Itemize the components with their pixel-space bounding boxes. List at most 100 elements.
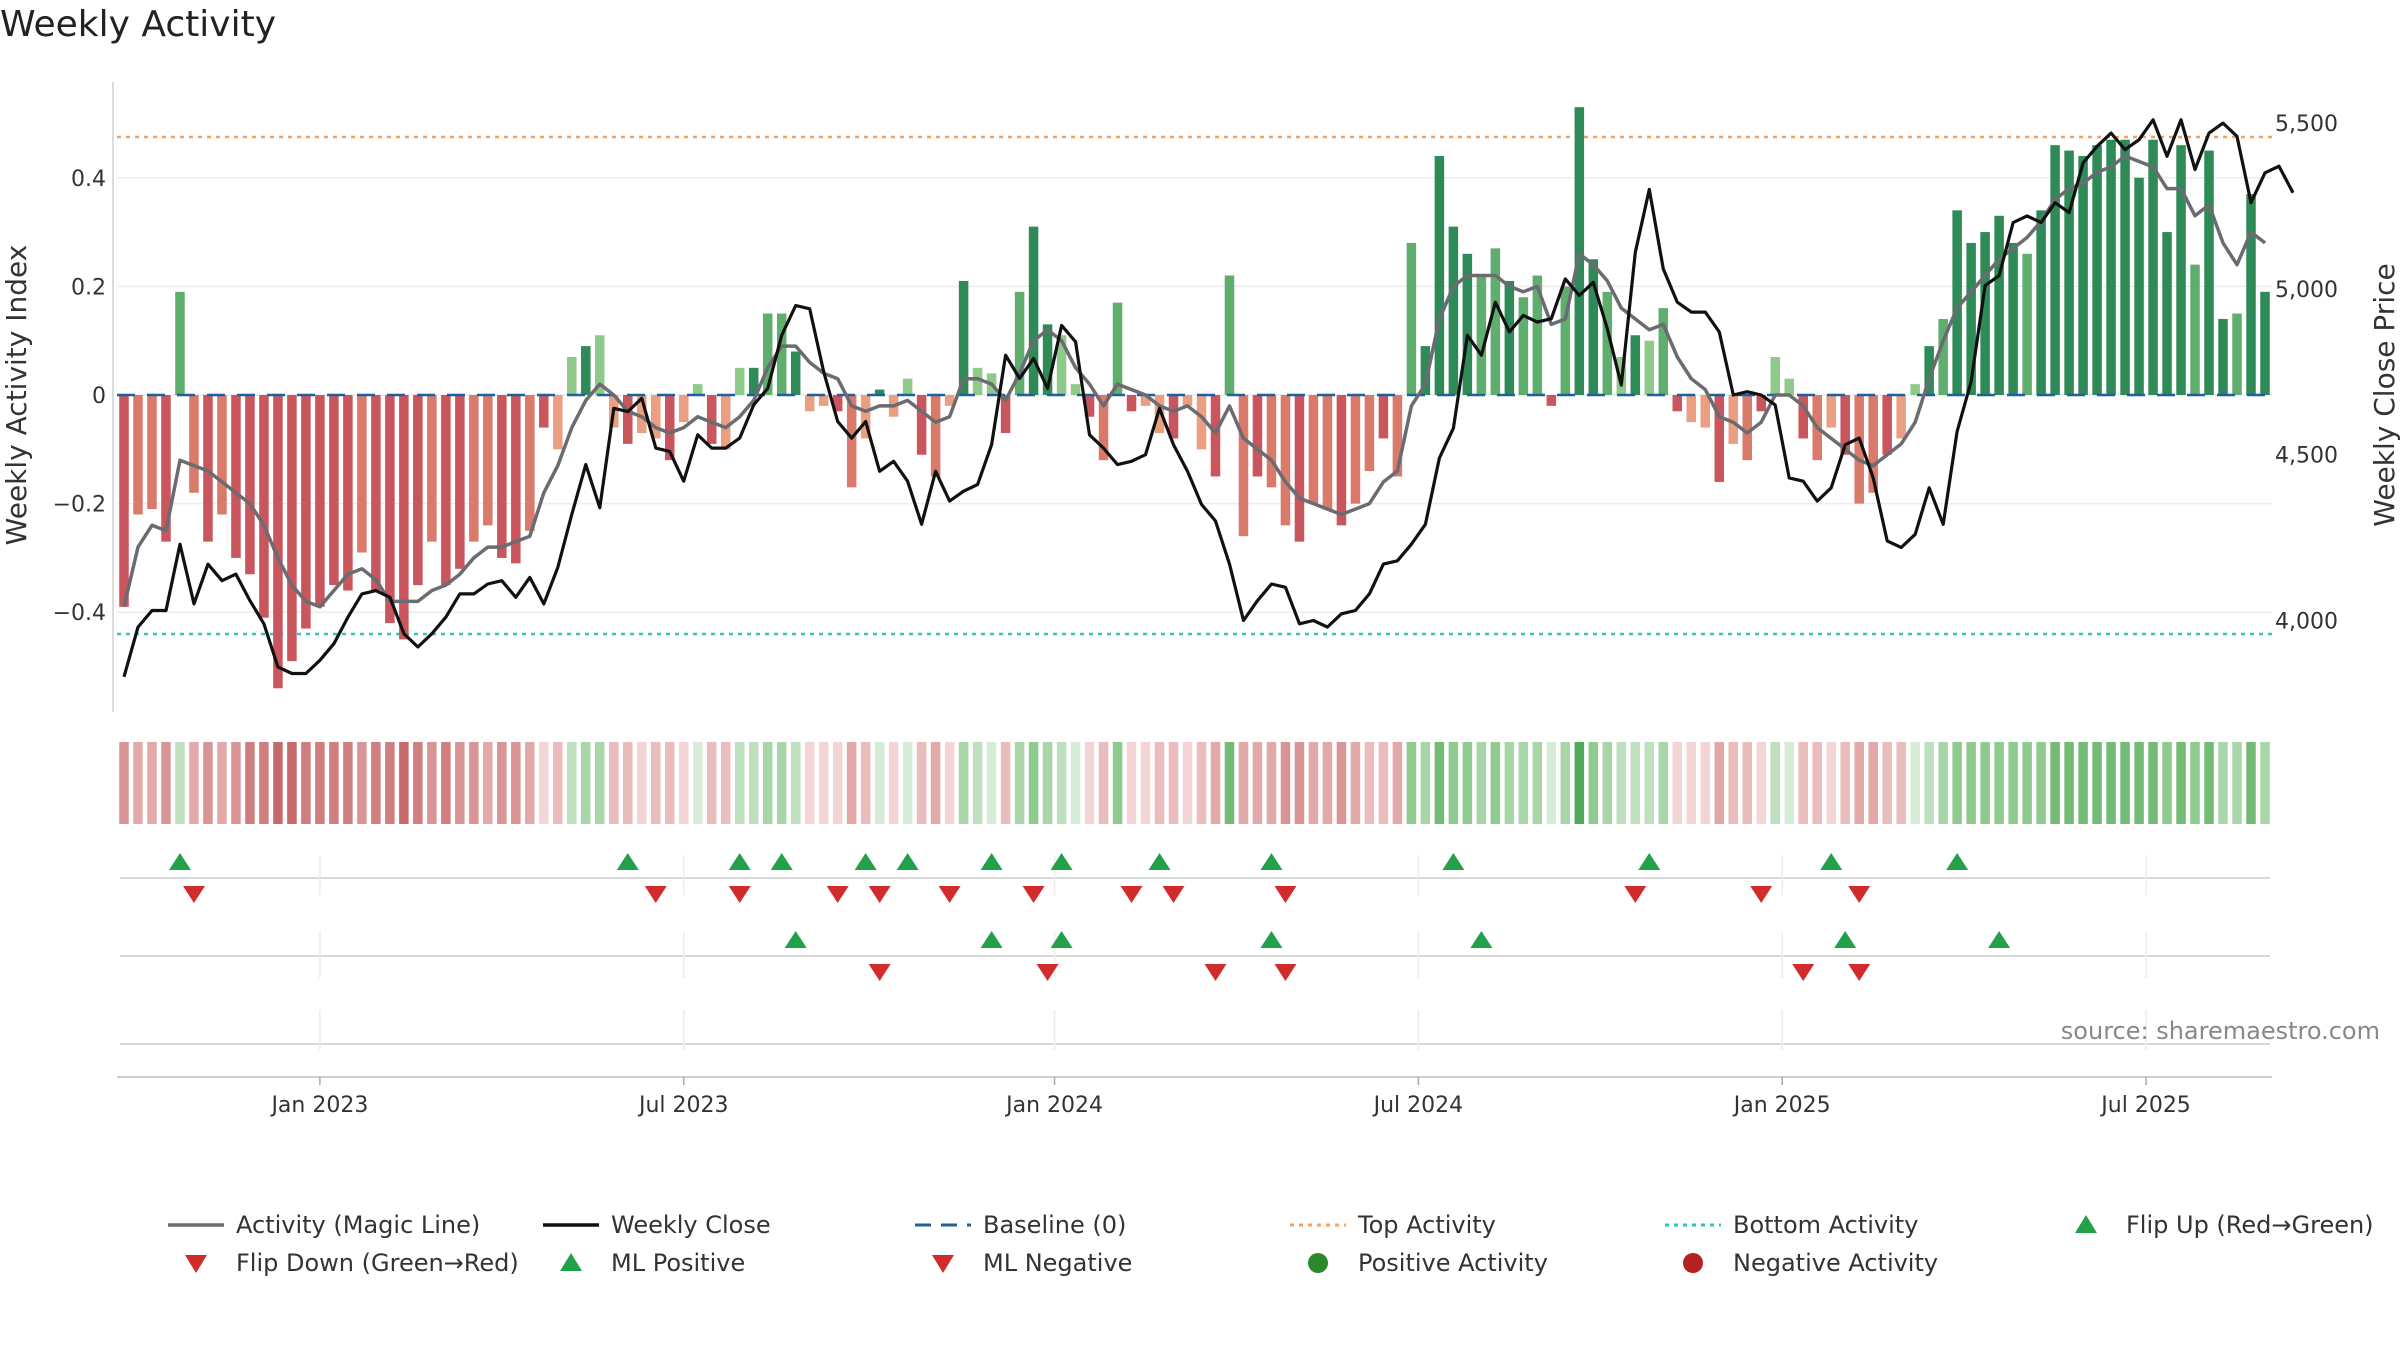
heat-cell xyxy=(1196,742,1207,824)
activity-bar xyxy=(2078,156,2088,395)
activity-bar xyxy=(1210,395,1221,477)
heat-cell xyxy=(1490,742,1501,824)
heat-cell xyxy=(636,742,647,824)
heat-cell xyxy=(315,742,325,824)
heat-cell xyxy=(1070,742,1081,824)
activity-bar xyxy=(790,351,801,395)
heat-cell xyxy=(1462,742,1473,824)
ml-negative-marker xyxy=(868,964,891,981)
activity-bar xyxy=(1350,395,1361,504)
activity-bar xyxy=(1882,395,1892,455)
activity-bar xyxy=(1336,395,1347,526)
heat-cell xyxy=(329,742,339,824)
heat-cell xyxy=(818,742,829,824)
legend-label: Positive Activity xyxy=(1358,1249,1548,1277)
activity-bar xyxy=(2204,150,2214,395)
flip-down-marker xyxy=(1120,886,1143,903)
heat-cell xyxy=(734,742,745,824)
x-tick-label: Jan 2024 xyxy=(1004,1093,1103,1118)
activity-bar xyxy=(1224,275,1235,395)
legend-item: ML Negative xyxy=(932,1249,1132,1277)
heat-cell xyxy=(2050,742,2060,824)
heat-cell xyxy=(1378,742,1389,824)
flip-up-marker xyxy=(896,853,919,870)
heat-cell xyxy=(986,742,997,824)
heat-cell xyxy=(147,742,157,824)
activity-bar xyxy=(1588,259,1599,395)
heat-cell xyxy=(385,742,395,824)
activity-bar xyxy=(581,346,591,395)
activity-bar xyxy=(1938,318,1948,395)
activity-bar xyxy=(245,395,255,575)
activity-bar xyxy=(1952,210,1962,395)
activity-bar xyxy=(469,395,479,542)
activity-bar xyxy=(832,395,843,412)
heat-cell xyxy=(469,742,479,824)
heat-cell xyxy=(1560,742,1571,824)
heat-cell xyxy=(776,742,787,824)
x-axis: Jan 2023 Jul 2023 Jan 2024 Jul 2024 Jan 2025… xyxy=(117,1076,2272,1118)
legend-item: Flip Up (Red→Green) xyxy=(2075,1211,2374,1239)
activity-bar xyxy=(860,395,871,439)
heat-cell xyxy=(2204,742,2214,824)
activity-bar xyxy=(455,395,465,569)
y-tick-label: 0.2 xyxy=(71,275,106,300)
ml-positive-marker xyxy=(1050,931,1073,948)
activity-bar xyxy=(1924,346,1934,395)
activity-bar xyxy=(385,395,395,624)
heat-cell xyxy=(1966,742,1976,824)
activity-bar xyxy=(567,356,577,395)
heat-cell xyxy=(930,742,941,824)
flip-down-marker xyxy=(728,886,751,903)
legend-label: Activity (Magic Line) xyxy=(236,1211,480,1239)
activity-bar xyxy=(902,378,913,395)
flip-down-marker xyxy=(1274,886,1297,903)
activity-bar xyxy=(2022,253,2032,395)
activity-bar xyxy=(1364,395,1375,472)
ml-positive-marker xyxy=(980,931,1003,948)
flip-down-marker xyxy=(1022,886,1045,903)
activity-bar xyxy=(413,395,423,586)
activity-bar xyxy=(1392,395,1403,477)
activity-bar xyxy=(119,395,129,607)
y-tick-label: −0.2 xyxy=(53,493,106,518)
activity-bar xyxy=(217,395,227,515)
flip-down-marker xyxy=(1162,886,1185,903)
heat-cell xyxy=(2162,742,2172,824)
heat-cell xyxy=(1742,742,1753,824)
legend-item: Baseline (0) xyxy=(915,1211,1126,1239)
heat-cell xyxy=(1294,742,1305,824)
legend-label: Flip Down (Green→Red) xyxy=(236,1249,519,1277)
heat-cell xyxy=(1042,742,1053,824)
heat-cell xyxy=(455,742,465,824)
activity-bar xyxy=(1574,107,1585,395)
heat-cell xyxy=(595,742,605,824)
activity-bar xyxy=(958,280,969,395)
flip-up-marker xyxy=(1050,853,1073,870)
activity-bar xyxy=(623,395,633,444)
activity-bar xyxy=(203,395,213,542)
activity-bar xyxy=(1308,395,1319,504)
activity-bar xyxy=(1154,395,1165,434)
activity-bar xyxy=(483,395,493,526)
heat-cell xyxy=(1840,742,1850,824)
ml-positive-marker xyxy=(784,931,807,948)
heat-cell xyxy=(1812,742,1822,824)
x-tick-label: Jul 2024 xyxy=(1372,1093,1464,1118)
heat-cell xyxy=(2218,742,2228,824)
activity-bar xyxy=(1056,335,1067,395)
flip-down-marker xyxy=(1848,886,1871,903)
heat-cell xyxy=(664,742,675,824)
activity-bar xyxy=(1434,156,1445,395)
heat-cell xyxy=(1532,742,1543,824)
activity-bar xyxy=(441,395,451,586)
heat-cell xyxy=(1476,742,1487,824)
activity-bar xyxy=(1714,395,1725,482)
heat-cell xyxy=(720,742,731,824)
y2-tick-label: 5,000 xyxy=(2275,278,2338,303)
activity-bar xyxy=(2232,313,2242,395)
heat-cell xyxy=(2022,742,2032,824)
activity-bar xyxy=(147,395,157,510)
activity-bar xyxy=(1798,395,1808,439)
